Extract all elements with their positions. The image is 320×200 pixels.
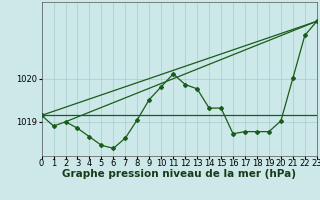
X-axis label: Graphe pression niveau de la mer (hPa): Graphe pression niveau de la mer (hPa) <box>62 169 296 179</box>
